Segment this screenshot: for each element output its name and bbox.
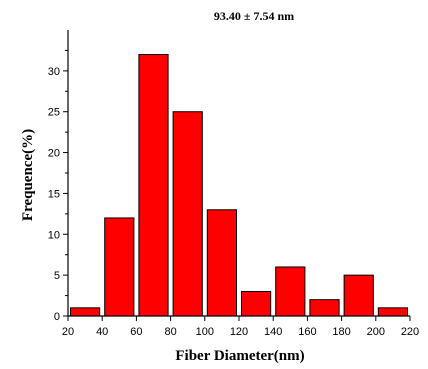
x-tick-label-140: 140 [264,326,282,338]
x-tick-label-60: 60 [130,326,142,338]
bar-150 [275,266,306,317]
bar-30 [70,307,101,317]
y-tick-label-5: 5 [54,270,60,282]
bar-130 [241,290,272,317]
x-tick-label-40: 40 [96,326,108,338]
y-tick-label-0: 0 [54,311,60,323]
bar-90 [172,111,203,317]
chart-title: 93.40 ± 7.54 nm [214,9,294,23]
x-tick-label-200: 200 [367,326,385,338]
x-tick-label-180: 180 [332,326,350,338]
bar-170 [309,299,340,317]
x-tick-label-100: 100 [196,326,214,338]
y-tick-label-15: 15 [48,188,60,200]
x-tick-label-20: 20 [62,326,74,338]
y-tick-label-25: 25 [48,107,60,119]
x-tick-label-220: 220 [401,326,419,338]
bar-70 [138,54,169,317]
x-axis-label: Fiber Diameter(nm) [175,348,304,364]
bar-110 [206,209,238,317]
x-tick-label-80: 80 [164,326,176,338]
bar-190 [343,274,374,317]
bar-210 [377,307,408,317]
x-tick-label-120: 120 [230,326,248,338]
x-tick-label-160: 160 [298,326,316,338]
bar-50 [104,217,135,317]
x-ticks-group: 20 40 60 80 100 120 140 160 180 200 220 [62,316,419,338]
y-tick-label-10: 10 [48,229,60,241]
y-ticks-group: 0 5 10 15 20 25 30 [48,49,68,323]
y-axis-label: Frequence(%) [20,129,36,221]
y-tick-label-30: 30 [48,66,60,78]
y-tick-label-20: 20 [48,148,60,160]
bars-group [70,54,408,317]
